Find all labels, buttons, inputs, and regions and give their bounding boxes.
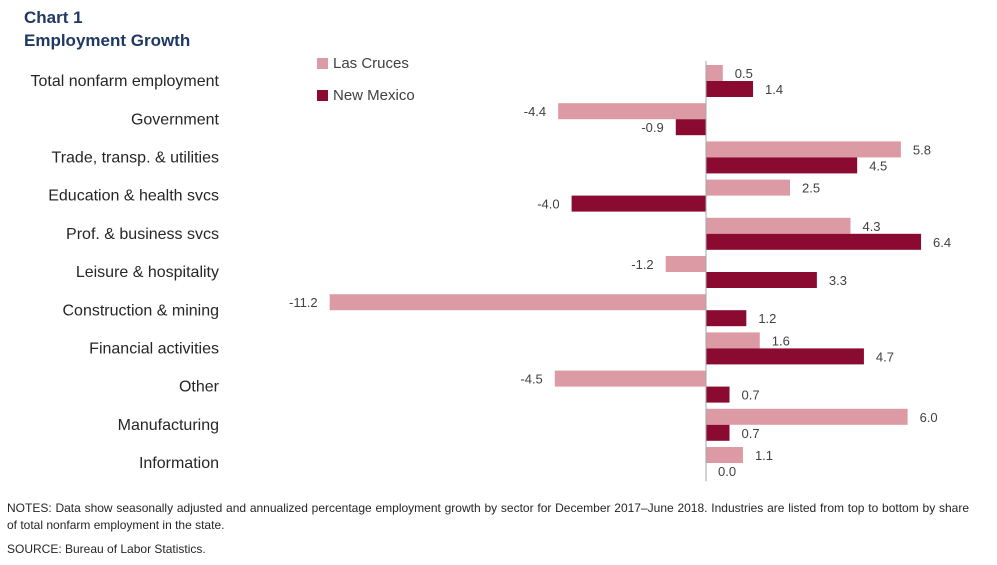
data-label: 2.5: [802, 181, 820, 196]
category-label: Leisure & hospitality: [76, 264, 219, 281]
bar-las-cruces: [558, 103, 706, 120]
data-label: 3.3: [829, 273, 847, 288]
legend-swatch-las-cruces: [317, 58, 328, 69]
data-label: 1.4: [765, 82, 783, 97]
bar-new-mexico: [706, 424, 730, 441]
bar-las-cruces: [706, 141, 901, 158]
data-label: 1.2: [758, 311, 776, 326]
data-label: 0.7: [742, 426, 760, 441]
category-label: Other: [179, 379, 220, 396]
category-label: Government: [131, 111, 220, 128]
bar-las-cruces: [706, 332, 760, 349]
chart-title-line1: Chart 1: [24, 8, 83, 27]
data-label: 0.5: [735, 66, 753, 81]
data-label: -1.2: [631, 257, 653, 272]
chart-notes: NOTES: Data show seasonally adjusted and…: [7, 501, 969, 532]
bar-new-mexico: [571, 195, 706, 212]
data-label: 4.7: [876, 349, 894, 364]
bar-new-mexico: [706, 310, 747, 327]
category-label: Trade, transp. & utilities: [52, 150, 219, 167]
data-label: -4.5: [520, 372, 542, 387]
bar-new-mexico: [706, 157, 858, 174]
legend-swatch-new-mexico: [317, 90, 328, 101]
data-label: 4.5: [869, 158, 887, 173]
data-label: 1.6: [772, 333, 790, 348]
category-label: Construction & mining: [62, 302, 219, 319]
data-label: 6.0: [920, 410, 938, 425]
bar-new-mexico: [706, 81, 754, 97]
bar-las-cruces: [665, 256, 706, 272]
category-label: Manufacturing: [118, 417, 219, 434]
data-label: -4.4: [524, 104, 546, 119]
data-label: 4.3: [862, 219, 880, 234]
bar-las-cruces: [706, 217, 851, 234]
data-label: 1.1: [755, 448, 773, 463]
bar-new-mexico: [706, 272, 817, 288]
data-label: 0.0: [718, 464, 736, 479]
employment-growth-chart: Total nonfarm employment 0.5 1.4 Government…: [30, 55, 951, 482]
chart-title-line2: Employment Growth: [24, 31, 191, 50]
bar-new-mexico: [675, 119, 706, 136]
bar-new-mexico: [706, 348, 864, 365]
legend-label: Las Cruces: [333, 55, 409, 72]
bar-las-cruces: [706, 447, 743, 463]
legend-label: New Mexico: [333, 87, 415, 104]
chart-source: SOURCE: Bureau of Labor Statistics.: [7, 542, 206, 556]
data-label: 5.8: [913, 142, 931, 157]
data-label: 0.7: [742, 388, 760, 403]
category-label: Financial activities: [89, 341, 219, 358]
category-label: Total nonfarm employment: [30, 73, 219, 90]
data-label: -4.0: [537, 197, 559, 212]
data-label: -0.9: [641, 120, 663, 135]
category-label: Information: [139, 455, 219, 472]
data-label: 6.4: [933, 235, 951, 250]
bar-new-mexico: [706, 233, 922, 250]
category-label: Education & health svcs: [48, 188, 219, 205]
bar-las-cruces: [554, 370, 706, 387]
category-label: Prof. & business svcs: [66, 226, 219, 243]
bar-new-mexico: [706, 386, 730, 403]
bar-las-cruces: [706, 408, 908, 425]
data-label: -11.2: [289, 295, 318, 310]
bar-las-cruces: [706, 65, 723, 81]
bar-las-cruces: [706, 179, 790, 196]
bar-las-cruces: [329, 294, 706, 311]
